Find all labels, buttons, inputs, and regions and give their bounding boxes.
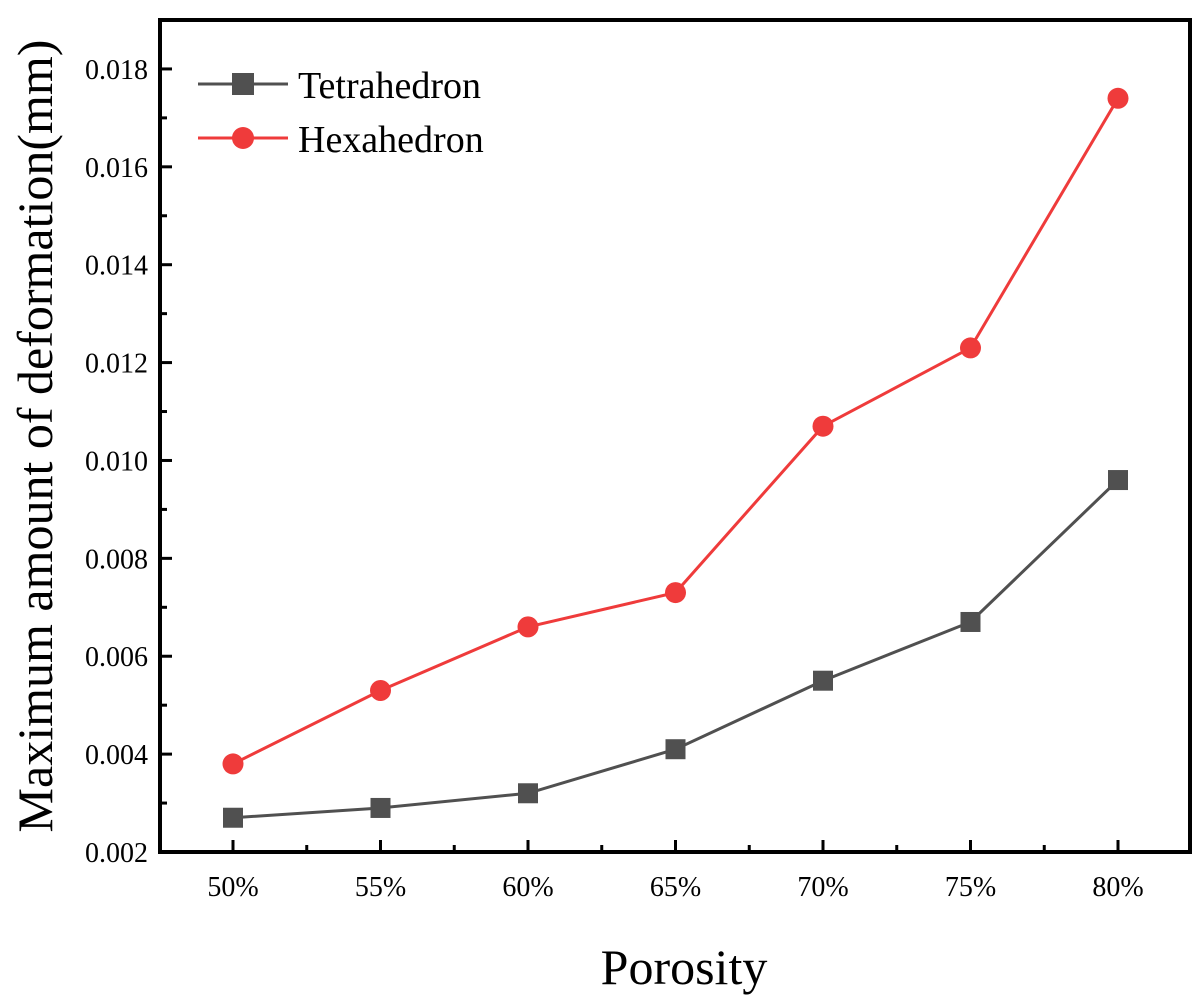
data-point-hexahedron — [665, 582, 686, 604]
y-tick-label: 0.014 — [85, 251, 148, 282]
x-tick-label: 50% — [207, 872, 258, 903]
series-line-hexahedron — [232, 97, 1120, 766]
data-point-tetrahedron — [370, 797, 391, 818]
data-point-tetrahedron — [223, 807, 243, 828]
y-axis-title: Maximum amount of deformation(mm) — [7, 40, 63, 833]
data-point-hexahedron — [517, 616, 539, 638]
y-tick-label: 0.016 — [85, 153, 148, 184]
x-tick-label: 70% — [797, 872, 848, 903]
data-point-hexahedron — [370, 679, 391, 701]
series-line-tetrahedron — [232, 478, 1120, 820]
markers-layer — [222, 87, 1129, 828]
ticks-layer: 0.002 0.004 0.006 0.008 0.010 0.012 0.014 0.016… — [85, 18, 1144, 903]
x-tick-label: 75% — [945, 872, 996, 903]
legend-label-hexahedron: Hexahedron — [298, 119, 484, 161]
y-tick-label: 0.008 — [85, 544, 148, 575]
x-tick-label: 60% — [502, 872, 553, 903]
legend-label-tetrahedron: Tetrahedron — [298, 65, 481, 107]
y-tick-label: 0.002 — [85, 838, 148, 869]
data-point-tetrahedron — [665, 739, 686, 760]
legend: Tetrahedron Hexahedron — [198, 65, 484, 161]
data-point-hexahedron — [1107, 87, 1129, 109]
data-point-hexahedron — [960, 337, 981, 359]
x-tick-label: 65% — [650, 872, 701, 903]
x-tick-label: 80% — [1092, 872, 1143, 903]
y-tick-label: 0.018 — [85, 55, 148, 86]
x-axis-title: Porosity — [601, 939, 768, 995]
y-tick-label: 0.004 — [85, 740, 148, 771]
data-point-tetrahedron — [813, 670, 833, 691]
plot-frame — [158, 18, 1192, 854]
legend-marker-tetrahedron — [232, 73, 254, 95]
data-point-tetrahedron — [518, 783, 538, 804]
legend-marker-hexahedron — [232, 127, 254, 149]
x-tick-label: 55% — [355, 872, 406, 903]
lines-layer — [232, 97, 1120, 820]
y-tick-label: 0.010 — [85, 446, 148, 477]
data-point-tetrahedron — [1108, 470, 1128, 491]
data-point-tetrahedron — [960, 611, 981, 632]
y-tick-label: 0.012 — [85, 349, 148, 380]
y-tick-label: 0.006 — [85, 642, 148, 673]
data-point-hexahedron — [812, 415, 834, 437]
data-point-hexahedron — [222, 753, 244, 775]
